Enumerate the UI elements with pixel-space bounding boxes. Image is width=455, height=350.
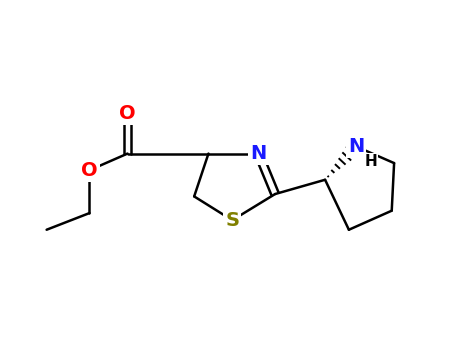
Text: H: H xyxy=(365,154,378,169)
Text: O: O xyxy=(119,104,136,122)
Text: O: O xyxy=(81,161,98,180)
Text: N: N xyxy=(250,144,267,163)
Text: N: N xyxy=(348,137,364,156)
Text: S: S xyxy=(225,211,239,230)
